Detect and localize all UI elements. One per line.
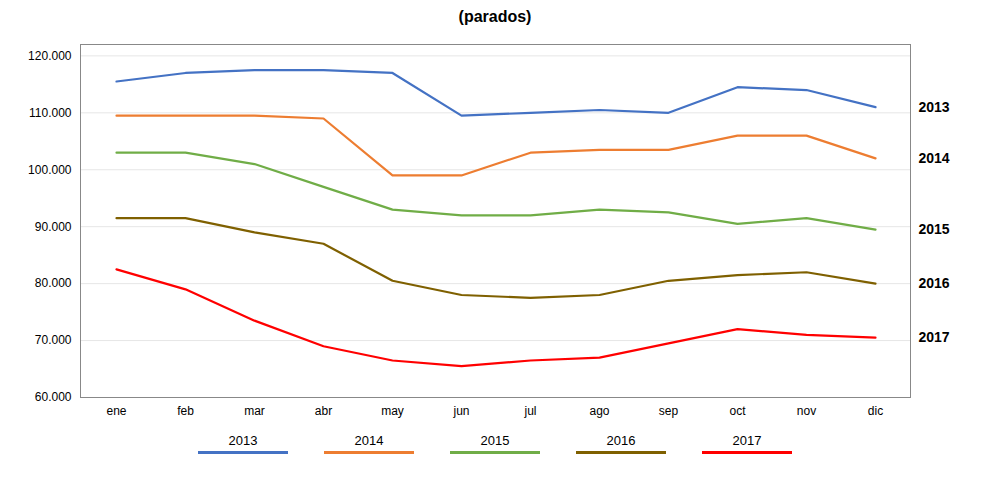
svg-text:2015: 2015 bbox=[919, 221, 950, 237]
svg-text:80.000: 80.000 bbox=[35, 276, 72, 290]
svg-text:jul: jul bbox=[523, 404, 536, 418]
svg-text:feb: feb bbox=[177, 404, 194, 418]
svg-text:nov: nov bbox=[797, 404, 816, 418]
html-text:2013: 2013 bbox=[228, 433, 258, 448]
svg-text:2017: 2017 bbox=[919, 329, 950, 345]
html-text:2017: 2017 bbox=[732, 433, 762, 448]
svg-text:mar: mar bbox=[244, 404, 265, 418]
html-text:2014: 2014 bbox=[354, 433, 384, 448]
svg-text:90.000: 90.000 bbox=[35, 220, 72, 234]
svg-text:2013: 2013 bbox=[919, 99, 950, 115]
html-text:(parados): (parados) bbox=[458, 8, 532, 25]
html-text:2016: 2016 bbox=[606, 433, 636, 448]
svg-text:may: may bbox=[381, 404, 404, 418]
svg-text:jun: jun bbox=[452, 404, 469, 418]
svg-text:abr: abr bbox=[315, 404, 332, 418]
svg-text:100.000: 100.000 bbox=[28, 163, 72, 177]
svg-text:2016: 2016 bbox=[919, 275, 950, 291]
svg-text:2014: 2014 bbox=[919, 150, 950, 166]
svg-text:60.000: 60.000 bbox=[35, 390, 72, 404]
svg-text:70.000: 70.000 bbox=[35, 333, 72, 347]
svg-text:110.000: 110.000 bbox=[29, 106, 72, 120]
svg-text:sep: sep bbox=[659, 404, 679, 418]
svg-text:ene: ene bbox=[106, 404, 126, 418]
html-text:2015: 2015 bbox=[480, 433, 510, 448]
svg-text:oct: oct bbox=[729, 404, 746, 418]
svg-text:ago: ago bbox=[589, 404, 609, 418]
svg-text:120.000: 120.000 bbox=[28, 49, 72, 63]
svg-text:dic: dic bbox=[868, 404, 883, 418]
